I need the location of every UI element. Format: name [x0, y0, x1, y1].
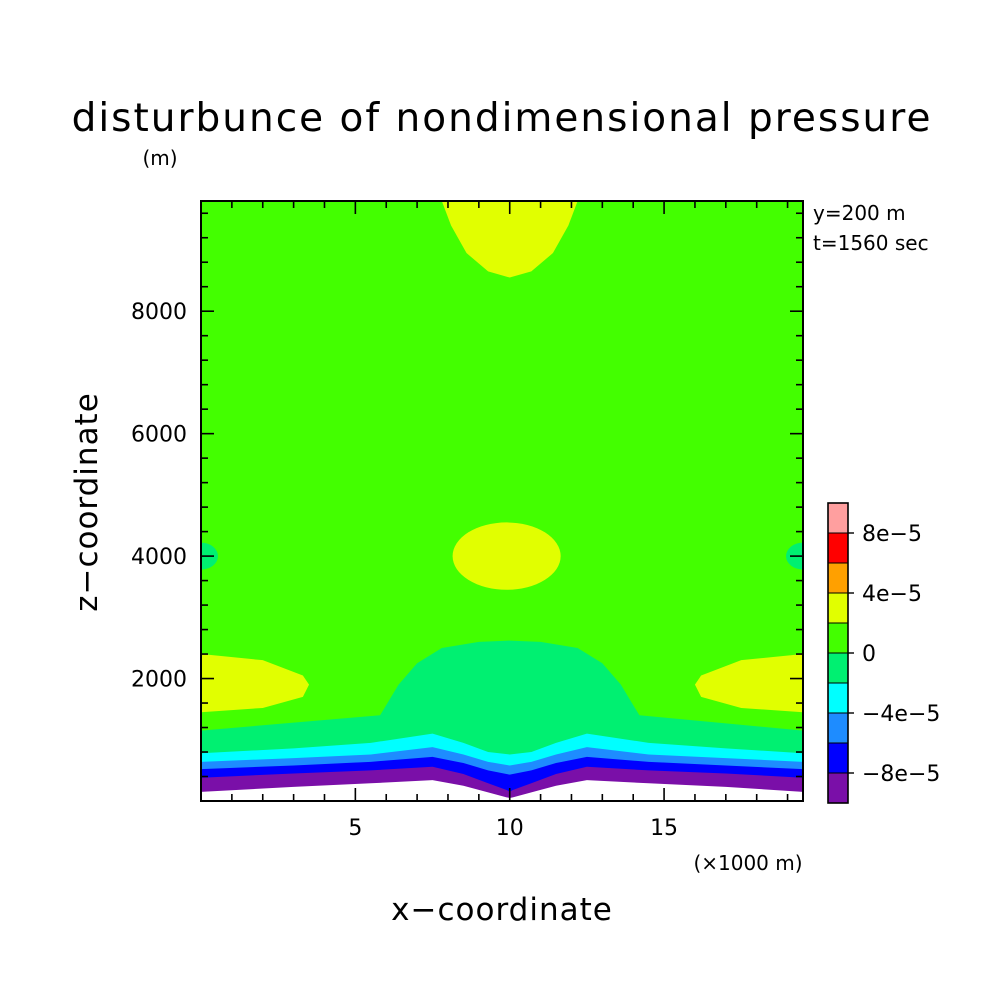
y-axis-label: z−coordinate	[69, 392, 105, 612]
colorbar-swatch	[827, 682, 849, 714]
contour-region-2	[201, 654, 310, 713]
x-axis-label: x−coordinate	[391, 892, 613, 928]
contour-region-1	[441, 201, 578, 278]
annotation-t: t=1560 sec	[813, 231, 929, 255]
chart-title: disturbunce of nondimensional pressure	[72, 96, 933, 141]
contour-region-3	[694, 654, 803, 713]
y-tick-label: 8000	[131, 300, 187, 325]
colorbar-swatch	[827, 652, 849, 684]
colorbar-swatch	[827, 622, 849, 654]
colorbar-swatch	[827, 712, 849, 744]
y-axis-unit: (m)	[142, 146, 177, 170]
y-tick-label: 6000	[131, 423, 187, 448]
x-tick-label: 5	[348, 816, 362, 841]
colorbar-tick-label: −4e−5	[862, 702, 940, 727]
colorbar-swatch	[827, 532, 849, 564]
contour-region-0	[452, 522, 561, 590]
colorbar-swatch	[827, 562, 849, 594]
contour-region-11	[201, 780, 803, 801]
colorbar-swatch	[827, 592, 849, 624]
x-tick-label: 10	[496, 816, 524, 841]
colorbar-tick-label: 4e−5	[862, 582, 922, 607]
colorbar-swatch	[827, 742, 849, 774]
colorbar-tick-label: −8e−5	[862, 762, 940, 787]
y-tick-label: 2000	[131, 668, 187, 693]
y-tick-label: 4000	[131, 545, 187, 570]
x-axis-unit: (×1000 m)	[693, 851, 802, 875]
plot-frame	[200, 200, 804, 802]
colorbar-tick-label: 8e−5	[862, 522, 922, 547]
colorbar-tick-label: 0	[862, 642, 876, 667]
colorbar-swatch	[827, 772, 849, 804]
colorbar: −8e−5 −4e−5 0 4e−5 8e−5	[827, 502, 940, 804]
colorbar-swatch	[827, 502, 849, 534]
annotation-y: y=200 m	[813, 201, 906, 225]
x-tick-label: 15	[650, 816, 678, 841]
